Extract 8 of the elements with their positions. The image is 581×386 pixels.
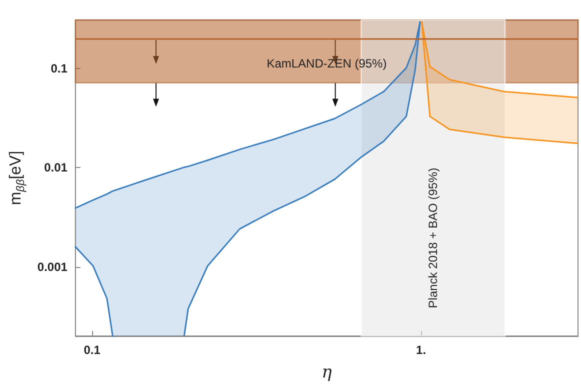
x-tick-label: 1. [416,343,426,357]
x-axis-title: η [322,362,333,382]
y-tick-label: 0.01 [44,160,68,175]
band-label: Planck 2018 + BAO (95%) [426,168,440,308]
y-tick-label: 0.1 [50,62,68,76]
band-label: KamLAND-ZEN (95%) [266,56,387,70]
y-axis-title: mββ[eV] [8,150,27,206]
y-tick-label: 0.001 [37,260,68,274]
